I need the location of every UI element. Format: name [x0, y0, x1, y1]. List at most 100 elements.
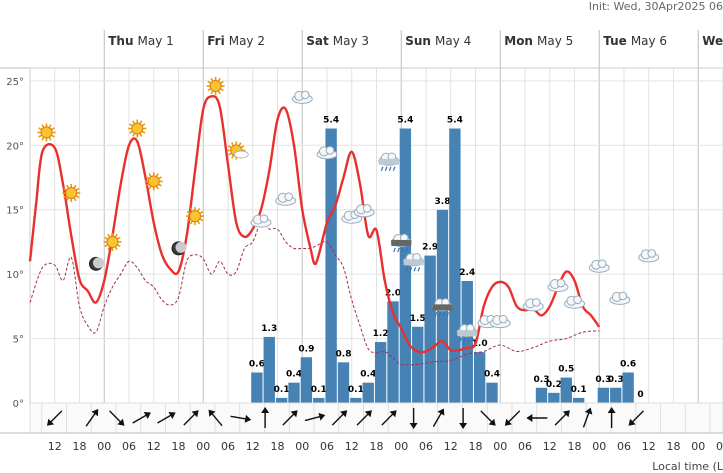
wind-direction-icon	[504, 410, 521, 426]
rain-drop	[401, 247, 404, 253]
cloud-top	[300, 90, 310, 100]
day-date: May 3	[333, 34, 369, 48]
time-tick-label: 12	[345, 440, 359, 453]
wind-direction-icon	[230, 414, 252, 423]
wind-head	[437, 408, 445, 416]
sun-icon	[186, 207, 204, 226]
time-tick-label: 06	[221, 440, 235, 453]
precip-bar	[473, 352, 486, 403]
day-name: Sat	[306, 34, 329, 48]
precip-bar	[449, 128, 461, 403]
precip-value-label: 0.1	[571, 385, 587, 395]
cloud-icon	[522, 298, 544, 312]
partly-sunny-icon	[227, 141, 249, 160]
day-date: May 5	[537, 34, 573, 48]
wind-head	[459, 423, 468, 429]
cloud-top	[362, 204, 372, 213]
wind-direction-icon	[261, 407, 270, 428]
rain-drop	[405, 267, 409, 272]
rain-drop	[392, 166, 396, 171]
precip-bar	[610, 387, 622, 403]
rain-drop	[393, 247, 396, 253]
time-tick-label: 18	[172, 440, 186, 453]
wind-direction-icon	[85, 408, 99, 427]
day-name: Thu	[108, 34, 133, 48]
day-date: May 2	[229, 34, 265, 48]
wind-head	[290, 410, 298, 418]
wind-head	[168, 412, 176, 419]
wind-head	[143, 412, 151, 419]
time-tick-label: 06	[320, 440, 334, 453]
cloud-shade	[391, 239, 412, 246]
precip-value-label: 2.0	[385, 288, 401, 298]
rain-drop	[409, 267, 413, 272]
sun-icon	[144, 172, 163, 191]
time-tick-label: 18	[667, 440, 681, 453]
precip-bar	[300, 357, 313, 403]
time-tick-label: 00	[493, 440, 507, 453]
precip-value-label: 0.1	[274, 385, 290, 395]
cloud-icon	[316, 146, 338, 160]
cloud-icon	[638, 249, 660, 263]
rain-cloud-icon	[456, 323, 478, 343]
precip-value-label: 0.1	[311, 385, 327, 395]
cloud-shade	[378, 158, 399, 165]
day-label: Fri May 2	[207, 34, 265, 48]
day-name: Mon	[504, 34, 533, 48]
time-tick-label: 18	[568, 440, 582, 453]
y-tick-label: 5°	[13, 335, 24, 346]
wind-direction-icon	[109, 410, 125, 426]
time-tick-label: 06	[716, 440, 723, 453]
precip-value-label: 2.4	[459, 268, 475, 278]
precip-value-label: 1.0	[472, 339, 488, 349]
cloud-shade	[432, 304, 453, 311]
wind-direction-icon	[526, 414, 548, 422]
time-tick-label: 00	[691, 440, 705, 453]
precip-value-label: 0.6	[620, 360, 636, 370]
wind-direction-icon	[582, 407, 593, 428]
rain-cloud-icon	[378, 152, 400, 171]
day-date: May 6	[631, 34, 667, 48]
rain-cloud-icon	[403, 252, 425, 272]
local-time-label: Local time (L	[652, 460, 723, 473]
cloud-top	[556, 278, 566, 288]
cloud-shade	[403, 259, 424, 266]
wind-direction-icon	[46, 410, 63, 426]
wind-head	[562, 410, 570, 418]
precip-value-label: 3.8	[435, 197, 451, 207]
wind-direction-icon	[183, 410, 199, 426]
cloud-top	[284, 192, 294, 202]
dew-point-line	[29, 221, 600, 366]
cloud-top	[325, 146, 335, 155]
rain-drop	[434, 312, 438, 317]
day-date: May 4	[435, 34, 471, 48]
storm-cloud-icon	[390, 233, 412, 253]
wind-direction-icon	[331, 410, 348, 426]
cloud-puff	[233, 150, 249, 159]
precip-value-label: 0	[637, 390, 643, 400]
rain-drop	[467, 337, 470, 343]
wind-direction-icon	[381, 410, 397, 426]
wind-direction-icon	[480, 410, 496, 426]
cloud-top	[647, 249, 657, 258]
day-header-band	[30, 22, 723, 68]
day-label: Sun May 4	[405, 34, 471, 48]
time-tick-label: 18	[73, 440, 87, 453]
sun-icon	[37, 123, 56, 142]
precip-bar	[461, 281, 473, 403]
sun-disc	[131, 122, 144, 135]
precip-value-label: 0.3	[534, 375, 550, 385]
precip-bar	[374, 342, 387, 403]
cloud-icon	[250, 214, 272, 228]
precip-value-label: 0.4	[484, 370, 500, 380]
time-tick-label: 00	[592, 440, 606, 453]
wind-head	[389, 410, 397, 418]
day-label: Tue May 6	[603, 34, 667, 48]
sun-disc	[40, 126, 53, 139]
rain-drop	[446, 312, 450, 317]
time-tick-label: 00	[394, 440, 408, 453]
wind-head	[584, 407, 593, 415]
precip-value-label: 0.6	[249, 360, 265, 370]
wind-head	[409, 423, 418, 429]
time-tick-label: 06	[122, 440, 136, 453]
